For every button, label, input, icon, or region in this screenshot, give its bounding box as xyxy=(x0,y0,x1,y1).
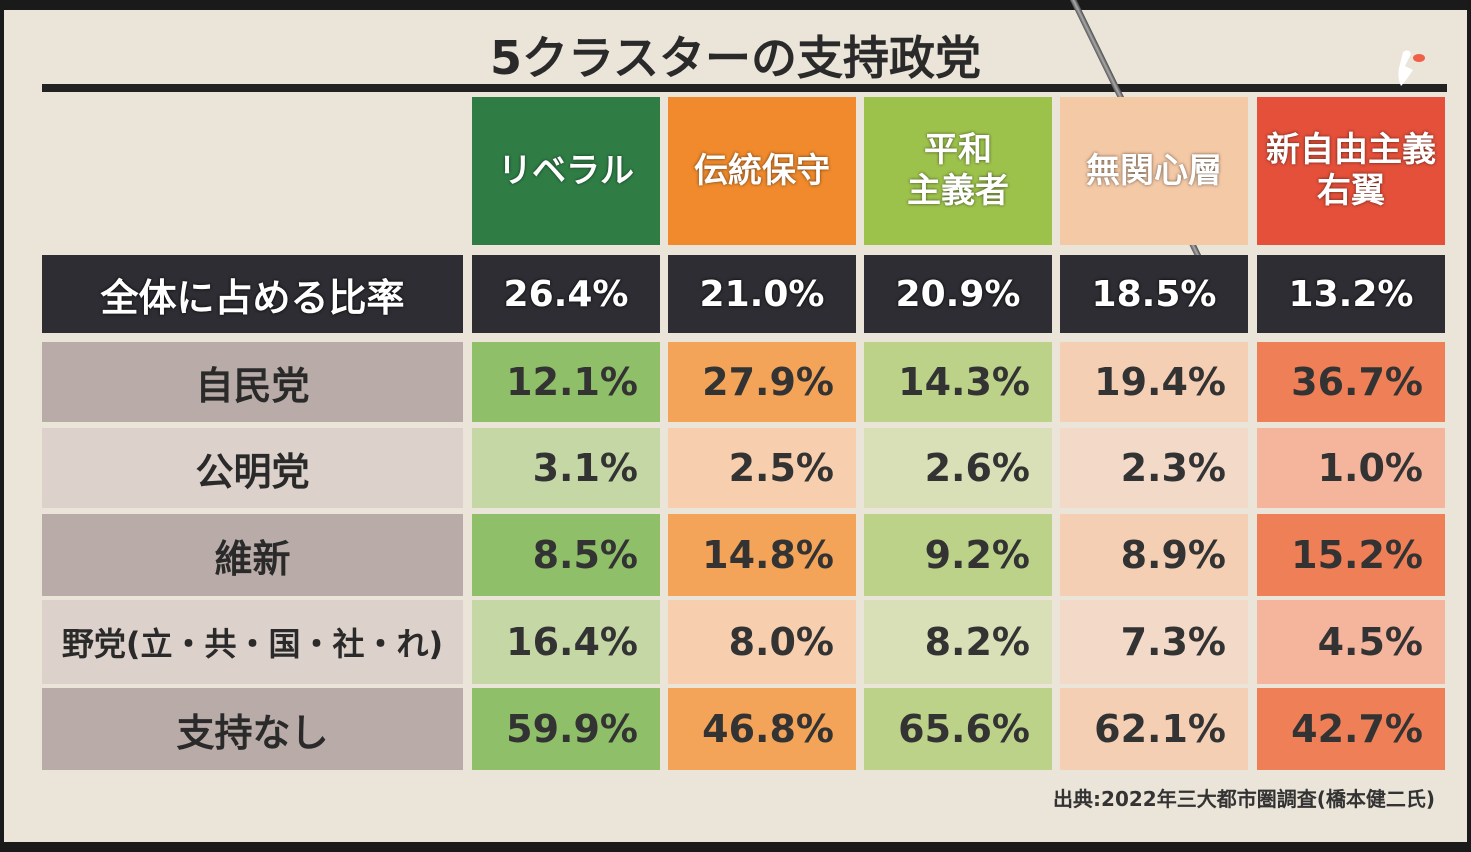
table-cell: 1.0% xyxy=(1257,428,1445,508)
column-header: リベラル xyxy=(472,97,660,245)
channel-logo-icon xyxy=(1398,50,1425,86)
title-divider xyxy=(42,84,1447,92)
table-cell: 8.0% xyxy=(668,600,856,684)
source-note: 出典:2022年三大都市圏調査(橋本健二氏) xyxy=(1053,787,1435,811)
table-cell: 19.4% xyxy=(1060,342,1248,422)
table-cell: 36.7% xyxy=(1257,342,1445,422)
column-header: 新自由主義 右翼 xyxy=(1257,97,1445,245)
ratio-value: 21.0% xyxy=(668,255,856,333)
row-label: 公明党 xyxy=(42,428,463,508)
table-cell: 2.6% xyxy=(864,428,1052,508)
ratio-value: 18.5% xyxy=(1060,255,1248,333)
ratio-value: 13.2% xyxy=(1257,255,1445,333)
table-cell: 62.1% xyxy=(1060,688,1248,770)
chart-title: 5クラスターの支持政党 xyxy=(489,31,982,85)
table-cell: 15.2% xyxy=(1257,514,1445,596)
column-header: 伝統保守 xyxy=(668,97,856,245)
table-cell: 59.9% xyxy=(472,688,660,770)
table-cell: 2.5% xyxy=(668,428,856,508)
column-header: 平和 主義者 xyxy=(864,97,1052,245)
ratio-value: 20.9% xyxy=(864,255,1052,333)
table-cell: 8.2% xyxy=(864,600,1052,684)
table-cell: 46.8% xyxy=(668,688,856,770)
table-cell: 14.8% xyxy=(668,514,856,596)
ratio-row-label: 全体に占める比率 xyxy=(42,255,463,333)
table-cell: 2.3% xyxy=(1060,428,1248,508)
table-cell: 3.1% xyxy=(472,428,660,508)
table-cell: 8.9% xyxy=(1060,514,1248,596)
table-cell: 27.9% xyxy=(668,342,856,422)
row-label: 支持なし xyxy=(42,688,463,770)
table-cell: 4.5% xyxy=(1257,600,1445,684)
column-header: 無関心層 xyxy=(1060,97,1248,245)
row-label: 野党(立・共・国・社・れ) xyxy=(42,600,463,684)
row-label: 自民党 xyxy=(42,342,463,422)
ratio-value: 26.4% xyxy=(472,255,660,333)
row-label: 維新 xyxy=(42,514,463,596)
table-cell: 14.3% xyxy=(864,342,1052,422)
table-cell: 9.2% xyxy=(864,514,1052,596)
table-cell: 12.1% xyxy=(472,342,660,422)
table-cell: 42.7% xyxy=(1257,688,1445,770)
table-cell: 65.6% xyxy=(864,688,1052,770)
table-cell: 8.5% xyxy=(472,514,660,596)
table-cell: 16.4% xyxy=(472,600,660,684)
table-cell: 7.3% xyxy=(1060,600,1248,684)
